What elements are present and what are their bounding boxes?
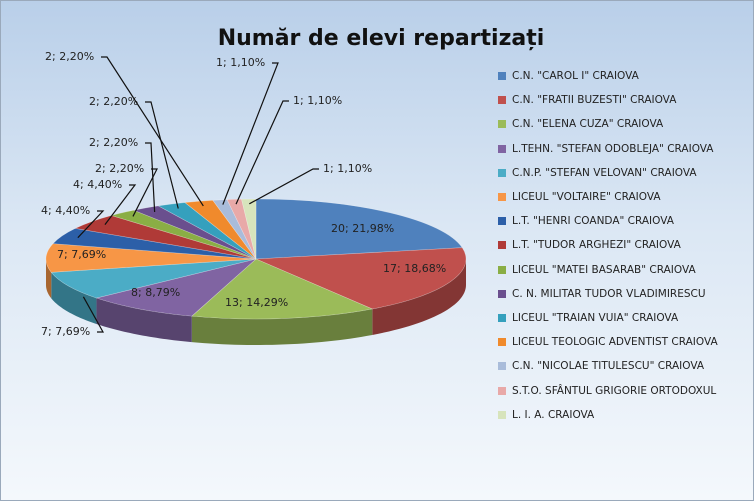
- slice: [255, 198, 463, 260]
- legend-item: L.T. "HENRI COANDA" CRAIOVA: [498, 215, 726, 227]
- slice-side: [191, 308, 373, 345]
- data-label: 2; 2,20%: [89, 95, 138, 108]
- legend-item: LICEUL "TRAIAN VUIA" CRAIOVA: [498, 312, 726, 324]
- slice-side: [372, 259, 466, 335]
- data-label: 7; 7,69%: [57, 248, 106, 261]
- legend-label: LICEUL TEOLOGIC ADVENTIST CRAIOVA: [512, 336, 718, 349]
- legend-item: S.T.O. SFÂNTUL GRIGORIE ORTODOXUL: [498, 385, 726, 397]
- slice-side: [46, 259, 52, 299]
- data-label: 2; 2,20%: [45, 50, 94, 63]
- legend-swatch: [498, 362, 506, 371]
- legend-swatch: [498, 410, 506, 419]
- slice: [191, 258, 374, 320]
- slice: [50, 258, 257, 299]
- leader-line: [235, 100, 289, 205]
- data-label: 1; 1,10%: [323, 162, 372, 175]
- legend-swatch: [498, 144, 506, 153]
- legend-item: C.N. "ELENA CUZA" CRAIOVA: [498, 118, 726, 130]
- legend-label: L.TEHN. "STEFAN ODOBLEJA" CRAIOVA: [512, 142, 714, 155]
- legend-item: C.N. "CAROL I" CRAIOVA: [498, 70, 726, 82]
- legend-swatch: [498, 120, 506, 129]
- legend-item: L.T. "TUDOR ARGHEZI" CRAIOVA: [498, 239, 726, 251]
- chart-title: Număr de elevi repartizați: [218, 26, 545, 51]
- slice: [132, 205, 257, 260]
- data-label: 20; 21,98%: [331, 222, 394, 235]
- legend-item: C.N. "NICOLAE TITULESCU" CRAIOVA: [498, 360, 726, 372]
- slice: [184, 199, 257, 260]
- legend-swatch: [498, 265, 506, 274]
- data-label: 7; 7,69%: [41, 325, 90, 338]
- data-label: 13; 14,29%: [225, 296, 288, 309]
- legend-swatch: [498, 168, 506, 177]
- leader-line: [249, 168, 319, 205]
- slice: [212, 199, 257, 260]
- data-label: 2; 2,20%: [89, 136, 138, 149]
- legend-swatch: [498, 386, 506, 395]
- leader-line: [222, 62, 279, 205]
- legend-label: C. N. MILITAR TUDOR VLADIMIRESCU: [512, 287, 706, 300]
- legend-item: LICEUL "VOLTAIRE" CRAIOVA: [498, 191, 726, 203]
- legend-item: LICEUL "MATEI BASARAB" CRAIOVA: [498, 264, 726, 276]
- legend-swatch: [498, 338, 506, 347]
- legend-label: L.T. "TUDOR ARGHEZI" CRAIOVA: [512, 239, 681, 252]
- data-label: 2; 2,20%: [95, 162, 144, 175]
- data-label: 8; 8,79%: [131, 286, 180, 299]
- leader-line: [104, 184, 137, 225]
- legend-label: C.N.P. "STEFAN VELOVAN" CRAIOVA: [512, 166, 697, 179]
- leader-line: [82, 296, 105, 333]
- slice: [255, 247, 467, 310]
- slice-side: [51, 272, 97, 325]
- slice-side: [96, 298, 192, 343]
- legend-label: LICEUL "MATEI BASARAB" CRAIOVA: [512, 263, 696, 276]
- legend-swatch: [498, 72, 506, 80]
- leader-line: [145, 142, 156, 213]
- data-label: 4; 4,40%: [73, 178, 122, 191]
- pie-sides: [46, 259, 466, 345]
- slice: [52, 228, 257, 260]
- legend-label: S.T.O. SFÂNTUL GRIGORIE ORTODOXUL: [512, 384, 717, 397]
- legend-swatch: [498, 193, 506, 201]
- legend-swatch: [498, 96, 506, 105]
- legend-swatch: [498, 217, 506, 226]
- slice: [226, 198, 257, 260]
- leader-line: [101, 56, 204, 207]
- legend-label: C.N. "NICOLAE TITULESCU" CRAIOVA: [512, 360, 705, 373]
- data-label: 1; 1,10%: [293, 94, 342, 107]
- legend-item: LICEUL TEOLOGIC ADVENTIST CRAIOVA: [498, 336, 726, 348]
- slice: [45, 243, 257, 273]
- legend-item: C.N.P. "STEFAN VELOVAN" CRAIOVA: [498, 167, 726, 179]
- legend-label: C.N. "FRATII BUZESTI" CRAIOVA: [512, 94, 677, 107]
- data-label: 17; 18,68%: [383, 262, 446, 275]
- leader-line: [77, 210, 105, 239]
- legend-label: L. I. A. CRAIOVA: [512, 408, 595, 421]
- slice: [95, 258, 257, 317]
- legend-label: C.N. "CAROL I" CRAIOVA: [512, 70, 639, 82]
- slice: [157, 202, 257, 260]
- legend-label: L.T. "HENRI COANDA" CRAIOVA: [512, 215, 674, 228]
- legend-swatch: [498, 314, 506, 322]
- legend-item: C. N. MILITAR TUDOR VLADIMIRESCU: [498, 288, 726, 300]
- leader-line: [132, 168, 158, 217]
- data-label: 1; 1,10%: [216, 56, 265, 69]
- legend-item: C.N. "FRATII BUZESTI" CRAIOVA: [498, 94, 726, 106]
- legend-item: L. I. A. CRAIOVA: [498, 409, 726, 421]
- slice: [241, 198, 257, 260]
- pie-tops: [45, 198, 467, 320]
- legend-swatch: [498, 241, 506, 250]
- legend-label: LICEUL "TRAIAN VUIA" CRAIOVA: [512, 312, 679, 324]
- legend-item: L.TEHN. "STEFAN ODOBLEJA" CRAIOVA: [498, 143, 726, 155]
- legend-label: LICEUL "VOLTAIRE" CRAIOVA: [512, 191, 661, 203]
- leader-line: [145, 101, 179, 209]
- legend-label: C.N. "ELENA CUZA" CRAIOVA: [512, 118, 664, 131]
- legend-swatch: [498, 289, 506, 298]
- data-label: 4; 4,40%: [41, 204, 90, 217]
